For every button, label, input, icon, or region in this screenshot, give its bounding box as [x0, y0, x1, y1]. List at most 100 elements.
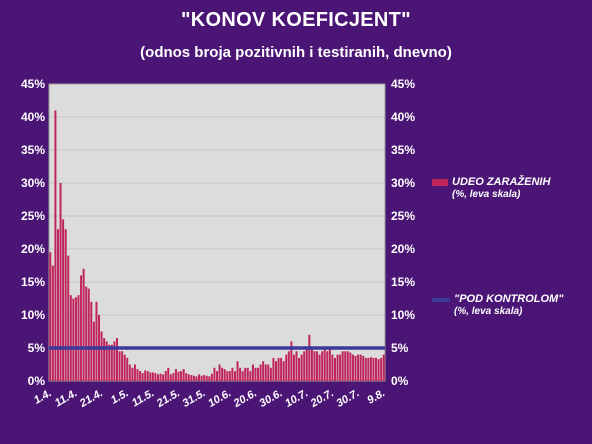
- y-tick-label-left: 5%: [28, 341, 46, 355]
- x-tick-label: 31.5.: [180, 387, 207, 410]
- bar: [333, 357, 336, 381]
- bar: [85, 286, 88, 381]
- bar: [364, 357, 367, 381]
- bar: [159, 373, 162, 381]
- bar: [56, 229, 59, 381]
- bar: [251, 364, 254, 381]
- bar: [336, 354, 339, 381]
- bar: [149, 372, 152, 381]
- bar: [92, 321, 95, 381]
- bar: [90, 301, 93, 381]
- y-tick-label-right: 45%: [391, 77, 415, 91]
- bar: [323, 348, 326, 381]
- bar: [195, 376, 198, 381]
- x-tick-label: 21.4.: [77, 387, 105, 410]
- bar: [328, 348, 331, 381]
- y-tick-label-left: 15%: [21, 275, 45, 289]
- bar: [262, 361, 265, 381]
- bar: [172, 373, 175, 381]
- bar: [54, 110, 57, 382]
- bar: [115, 338, 118, 381]
- bar: [100, 331, 103, 381]
- bar: [280, 357, 283, 381]
- bar: [203, 375, 206, 381]
- bar: [239, 367, 242, 381]
- bar: [167, 367, 170, 381]
- bar: [354, 355, 357, 381]
- legend-swatch-infected: [432, 179, 448, 186]
- bar: [369, 357, 372, 381]
- chart-title: "KONOV KOEFICJENT": [181, 9, 411, 31]
- legend-note-threshold: (%, leva skala): [454, 306, 523, 317]
- bar: [51, 265, 54, 381]
- bar: [341, 351, 344, 381]
- y-tick-label-left: 30%: [21, 176, 45, 190]
- bar: [157, 374, 160, 381]
- x-tick-label: 1.5.: [109, 387, 131, 407]
- legend-label-threshold: "POD KONTROLOM": [454, 293, 564, 305]
- bar: [131, 367, 134, 381]
- bar: [190, 375, 193, 381]
- bar: [108, 344, 111, 381]
- y-tick-label-right: 10%: [391, 308, 415, 322]
- bar: [274, 361, 277, 381]
- y-tick-label-right: 5%: [391, 341, 409, 355]
- bar: [69, 295, 72, 381]
- chart-subtitle: (odnos broja pozitivnih i testiranih, dn…: [140, 44, 452, 61]
- bar: [308, 334, 311, 381]
- legend-label-infected: UDEO ZARAŽENIH: [452, 176, 551, 188]
- bar: [233, 371, 236, 381]
- bar: [310, 348, 313, 381]
- bar: [298, 357, 301, 381]
- bar: [200, 375, 203, 381]
- x-tick-label: 20.6.: [231, 387, 259, 410]
- bar: [213, 367, 216, 381]
- bar: [169, 374, 172, 381]
- bar: [246, 367, 249, 381]
- bar: [208, 376, 211, 381]
- bar: [215, 371, 219, 381]
- bar: [272, 357, 275, 381]
- bar: [321, 351, 324, 381]
- bar: [221, 367, 224, 381]
- bar: [305, 348, 308, 381]
- bar: [339, 354, 342, 381]
- bar: [346, 351, 349, 381]
- bar: [95, 301, 98, 381]
- y-tick-label-right: 40%: [391, 110, 415, 124]
- x-tick-label: 11.4.: [53, 387, 79, 409]
- bar: [295, 351, 298, 381]
- bar: [277, 357, 280, 381]
- bar: [223, 369, 226, 381]
- bar: [205, 375, 208, 381]
- y-tick-label-left: 10%: [21, 308, 45, 322]
- bar: [285, 354, 288, 381]
- x-tick-label: 9.8.: [365, 387, 387, 407]
- bar: [180, 371, 183, 381]
- bar: [269, 367, 272, 381]
- bar: [136, 369, 139, 381]
- bar: [303, 351, 306, 381]
- bar: [259, 364, 262, 381]
- bar: [126, 357, 129, 381]
- bar: [74, 297, 77, 381]
- bar: [357, 354, 360, 381]
- bar: [187, 374, 190, 381]
- bar: [133, 364, 136, 381]
- bar: [210, 373, 213, 381]
- x-tick-label: 30.7.: [334, 387, 361, 410]
- bar: [287, 351, 290, 381]
- bar: [218, 364, 221, 381]
- x-tick-label: 21.5.: [154, 387, 182, 410]
- x-tick-label: 1.4.: [32, 387, 54, 407]
- bar: [64, 229, 67, 381]
- bar: [110, 344, 113, 381]
- bar: [72, 298, 75, 381]
- bar: [154, 373, 157, 381]
- x-tick-label: 10.6.: [206, 387, 233, 410]
- bar: [359, 354, 362, 381]
- bar: [331, 354, 334, 381]
- bar: [185, 373, 188, 381]
- y-tick-label-left: 35%: [21, 143, 45, 157]
- legend-swatch-threshold: [432, 298, 450, 302]
